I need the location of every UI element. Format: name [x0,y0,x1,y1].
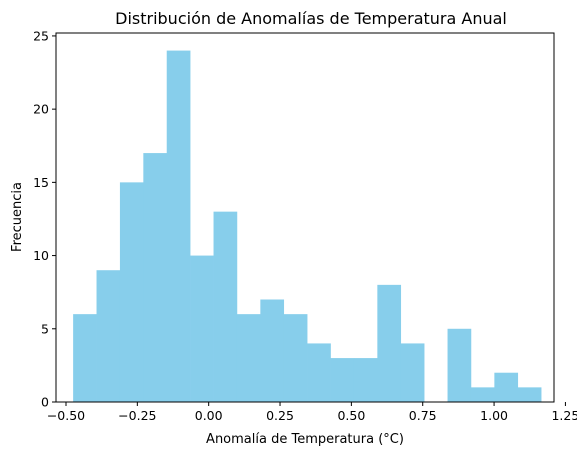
y-tick-label: 5 [41,321,49,336]
histogram-bar [517,387,542,402]
histogram-bar [73,314,97,402]
x-axis-label: Anomalía de Temperatura (°C) [206,432,404,447]
histogram-bar [283,314,308,402]
x-tick-label: 1.00 [480,408,508,423]
histogram-bar [353,358,378,402]
plot-frame [55,32,555,403]
histogram-bar [494,372,519,402]
histogram-bar [166,50,191,402]
histogram-bar [400,343,425,402]
y-tick-label: 20 [33,102,49,117]
x-tick-label: 0.50 [337,408,365,423]
y-axis-ticks: 0 5 10 15 20 25 [33,28,56,410]
histogram-bar [470,387,495,402]
histogram-bar [143,153,168,402]
x-tick-label: 1.25 [551,408,577,423]
histogram-bar [213,211,238,402]
y-tick-label: 0 [41,395,49,410]
histogram-bar [96,270,121,402]
x-tick-label: −0.25 [118,408,156,423]
histogram-bar [447,328,472,402]
y-tick-label: 10 [33,248,49,263]
histogram-bar [377,284,402,402]
bars-group [73,50,542,402]
histogram-bar [307,343,331,402]
y-tick-label: 15 [33,175,49,190]
histogram-bar [236,314,261,402]
x-tick-label: 0.75 [409,408,437,423]
x-tick-label: 0.25 [266,408,294,423]
histogram-bar [260,299,285,402]
y-axis-label: Frecuencia [10,182,25,252]
y-tick-label: 25 [33,28,49,43]
histogram-bar [119,182,144,402]
x-axis-ticks: −0.50 −0.25 0.00 0.25 0.50 0.75 1.00 1.25 [47,402,577,423]
histogram-bar [190,255,214,402]
x-tick-label: −0.50 [47,408,85,423]
histogram-bar [330,358,355,402]
chart-title: Distribución de Anomalías de Temperatura… [115,9,507,28]
x-tick-label: 0.00 [195,408,223,423]
